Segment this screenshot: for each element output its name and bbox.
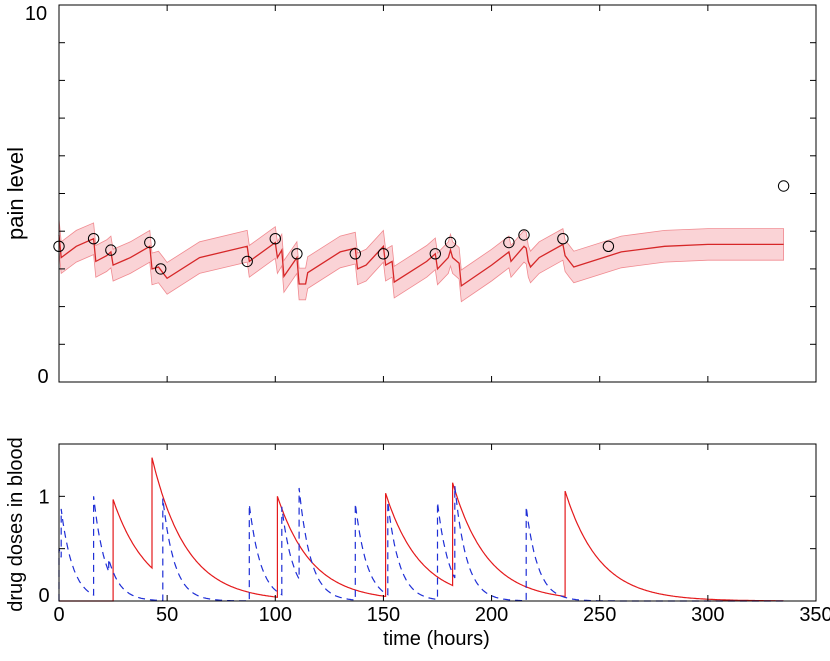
time-xtick-label: 0 <box>53 604 64 626</box>
time-xtick-label: 250 <box>583 604 616 626</box>
pain-level-axes-frame <box>58 4 817 383</box>
drug-dose-series-layer <box>58 457 784 602</box>
drug-dose-solid-series <box>59 457 784 602</box>
confidence-band <box>58 219 784 303</box>
time-xtick-label: 350 <box>799 604 830 626</box>
observation-marker <box>144 236 156 249</box>
time-xlabel: time (hours) <box>383 628 490 650</box>
pain-level-ytick-label-10: 10 <box>25 3 47 25</box>
time-xtick-label: 50 <box>156 604 178 626</box>
observation-marker <box>503 236 515 249</box>
observation-marker <box>777 180 790 192</box>
drug-doses-axes-frame <box>58 443 817 602</box>
time-xtick-label: 200 <box>475 604 508 626</box>
time-xtick-label: 150 <box>367 604 400 626</box>
time-xtick-label: 300 <box>691 604 724 626</box>
observation-marker <box>87 233 100 245</box>
observation-marker <box>349 248 361 260</box>
observation-marker <box>155 263 167 275</box>
time-xtick-labels: 0 50 100 150 200 250 300 350 <box>53 604 830 626</box>
drug-doses-ytick-label-1: 1 <box>38 486 49 508</box>
drug-doses-panel: 0 50 100 150 200 250 300 350 0 1 time (hours) d… <box>5 437 830 650</box>
observation-marker <box>291 248 303 260</box>
time-xtick-label: 100 <box>259 604 292 626</box>
observation-marker <box>429 248 441 260</box>
model-mean-line <box>58 234 784 288</box>
observation-marker <box>241 255 253 268</box>
observation-marker <box>269 233 281 245</box>
model-mean-layer <box>58 234 784 288</box>
observation-marker-layer <box>53 180 790 275</box>
pain-level-panel: 0 10 pain level <box>3 3 817 388</box>
confidence-band-layer <box>58 219 784 303</box>
observation-marker <box>518 229 530 241</box>
drug-dose-dashed-series <box>58 485 784 602</box>
drug-doses-ylabel: drug doses in blood <box>5 437 27 612</box>
drug-doses-ytick-label-0: 0 <box>38 585 49 607</box>
observation-marker <box>377 248 390 260</box>
pain-level-ticks <box>58 4 817 383</box>
pain-level-ytick-label-0: 0 <box>37 366 48 388</box>
observation-marker <box>557 233 569 245</box>
observation-marker <box>602 240 615 253</box>
observation-marker <box>105 244 117 256</box>
observation-marker <box>444 236 457 249</box>
pain-level-ylabel: pain level <box>3 147 28 240</box>
